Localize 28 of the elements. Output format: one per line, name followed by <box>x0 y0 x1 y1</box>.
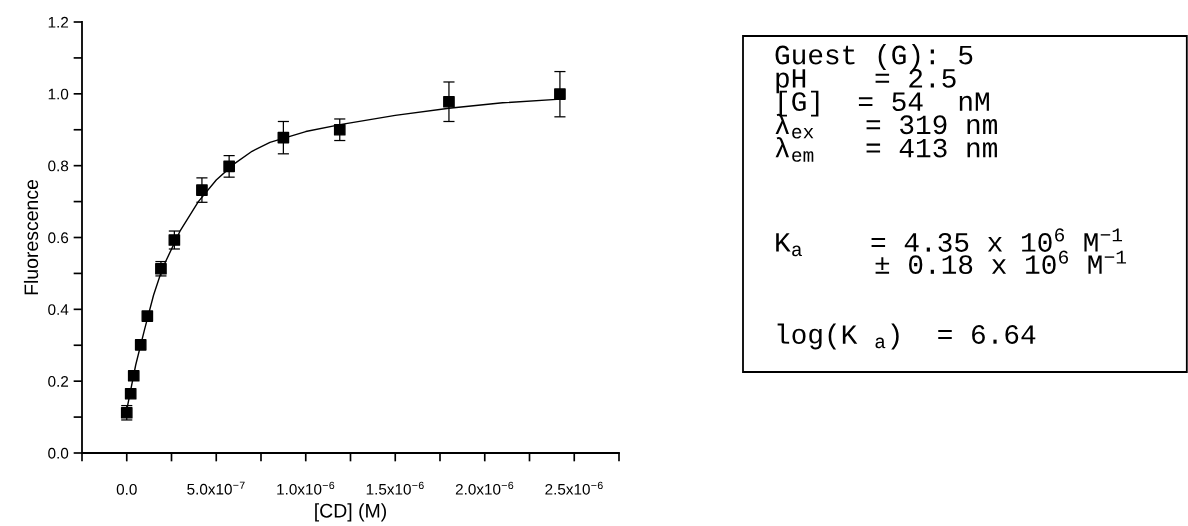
point <box>196 184 208 196</box>
y-tick-label: 0.0 <box>48 447 69 459</box>
y-tick-label: 1.2 <box>48 16 69 28</box>
point <box>124 387 137 400</box>
point <box>333 123 346 136</box>
point <box>168 234 181 246</box>
x-tick-label: 2.5x10$^{−6}$ <box>545 481 603 495</box>
y-tick-label: 0.8 <box>48 160 69 172</box>
point <box>277 131 290 144</box>
x-axis-title: [CD] (M) <box>315 503 387 522</box>
point <box>134 339 147 351</box>
x-tick-label: 1.5x10$^{−6}$ <box>366 481 424 495</box>
text: Guest (G): 5 <box>775 44 973 70</box>
y-tick-label: 1.0 <box>48 88 69 100</box>
x-tick-label: 1.0x10$^{−6}$ <box>277 481 335 495</box>
y-tick-label: 0.4 <box>48 304 69 316</box>
y-axis-title: Fluorescence <box>23 180 39 295</box>
point <box>141 310 154 323</box>
text: log(K $_{a}$) = 6.64 <box>777 323 1036 350</box>
x-tick-label: 2.0x10$^{−6}$ <box>455 481 514 495</box>
x-tick-label: 0.0 <box>116 483 137 495</box>
y-tick-label: 0.2 <box>48 376 69 387</box>
x-tick-label: 5.0x10$^{−7}$ <box>187 481 245 495</box>
point <box>127 369 140 382</box>
point <box>223 160 235 173</box>
point <box>443 95 455 108</box>
y-tick-label: 0.6 <box>48 232 69 244</box>
point <box>554 88 566 101</box>
